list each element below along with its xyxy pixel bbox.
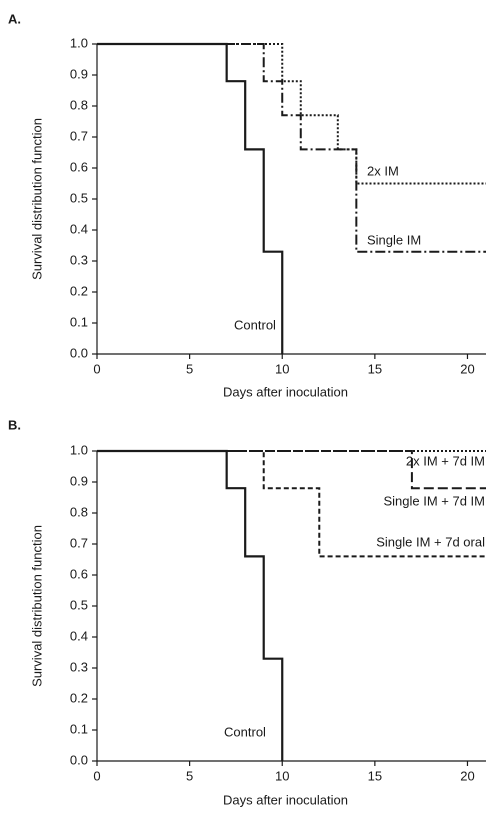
- y-tick-label: 0.0: [70, 345, 88, 360]
- series-label: Control: [224, 724, 266, 739]
- y-tick-label: 0.2: [70, 283, 88, 298]
- x-tick-label: 0: [93, 768, 100, 783]
- y-axis-label: Survival distribution function: [29, 118, 44, 280]
- y-tick-label: 0.9: [70, 66, 88, 81]
- y-tick-label: 1.0: [70, 35, 88, 50]
- x-tick-label: 5: [186, 361, 193, 376]
- x-tick-label: 5: [186, 768, 193, 783]
- panel-label: A.: [8, 11, 21, 26]
- survival-line: [97, 449, 284, 761]
- x-axis-label: Days after inoculation: [223, 384, 348, 399]
- y-tick-label: 0.9: [70, 473, 88, 488]
- y-tick-label: 0.6: [70, 566, 88, 581]
- x-tick-label: 0: [93, 361, 100, 376]
- survival-line: [97, 43, 486, 253]
- x-tick-label: 10: [275, 361, 289, 376]
- y-tick-label: 0.8: [70, 97, 88, 112]
- y-tick-label: 0.3: [70, 252, 88, 267]
- y-tick-label: 0.1: [70, 314, 88, 329]
- panel-label: B.: [8, 417, 21, 432]
- series-label: Single IM + 7d oral: [376, 534, 485, 549]
- series-label: Control: [234, 317, 276, 332]
- x-tick-label: 10: [275, 768, 289, 783]
- y-tick-label: 0.3: [70, 659, 88, 674]
- y-axis-label: Survival distribution function: [29, 525, 44, 687]
- series-label: 2x IM: [367, 163, 399, 178]
- x-tick-label: 20: [460, 361, 474, 376]
- x-tick-label: 15: [368, 361, 382, 376]
- y-tick-label: 0.5: [70, 190, 88, 205]
- series-label: Single IM: [367, 232, 421, 247]
- y-tick-label: 0.7: [70, 535, 88, 550]
- survival-line: [97, 43, 486, 185]
- survival-line: [97, 450, 486, 490]
- survival-line: [97, 42, 284, 354]
- survival-line: [97, 450, 486, 558]
- x-axis-label: Days after inoculation: [223, 792, 348, 807]
- y-tick-label: 0.1: [70, 721, 88, 736]
- y-tick-label: 0.2: [70, 690, 88, 705]
- y-tick-label: 0.8: [70, 504, 88, 519]
- series-label: 2x IM + 7d IM: [406, 453, 485, 468]
- y-tick-label: 1.0: [70, 442, 88, 457]
- y-tick-label: 0.6: [70, 159, 88, 174]
- y-tick-label: 0.0: [70, 752, 88, 767]
- y-tick-label: 0.4: [70, 221, 88, 236]
- y-tick-label: 0.7: [70, 128, 88, 143]
- x-tick-label: 20: [460, 768, 474, 783]
- y-tick-label: 0.5: [70, 597, 88, 612]
- series-label: Single IM + 7d IM: [383, 493, 485, 508]
- y-tick-label: 0.4: [70, 628, 88, 643]
- x-tick-label: 15: [368, 768, 382, 783]
